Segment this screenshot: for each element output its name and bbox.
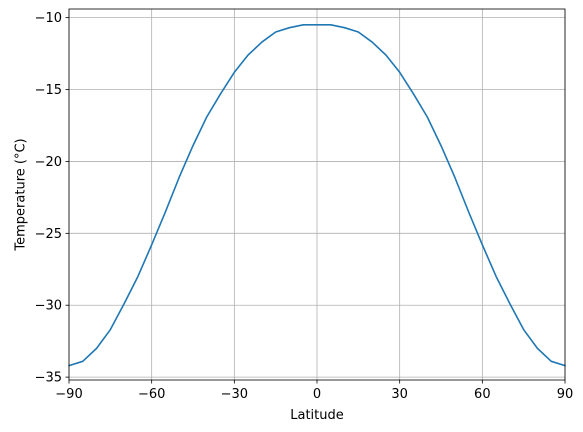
y-tick-label: −20 <box>35 155 62 170</box>
y-axis: −35 −30 −25 −20 −15 −10 <box>35 11 69 386</box>
x-tick-label: −90 <box>55 387 82 402</box>
x-tick-label: 0 <box>313 387 321 402</box>
x-tick-label: −60 <box>138 387 165 402</box>
y-tick-label: −10 <box>35 11 62 26</box>
x-axis-label: Latitude <box>290 408 344 423</box>
y-tick-label: −30 <box>35 299 62 314</box>
grid <box>68 9 566 380</box>
x-axis: −90 −60 −30 0 30 60 90 <box>55 380 573 402</box>
series-layer <box>68 24 566 367</box>
y-axis-label: Temperature (°C) <box>14 138 29 251</box>
x-tick-label: 60 <box>474 387 491 402</box>
y-tick-label: −25 <box>35 227 62 242</box>
series-line <box>68 24 566 367</box>
x-tick-label: −30 <box>221 387 248 402</box>
x-tick-label: 30 <box>391 387 408 402</box>
x-tick-label: 90 <box>557 387 574 402</box>
y-tick-label: −15 <box>35 83 62 98</box>
y-tick-label: −35 <box>35 371 62 386</box>
